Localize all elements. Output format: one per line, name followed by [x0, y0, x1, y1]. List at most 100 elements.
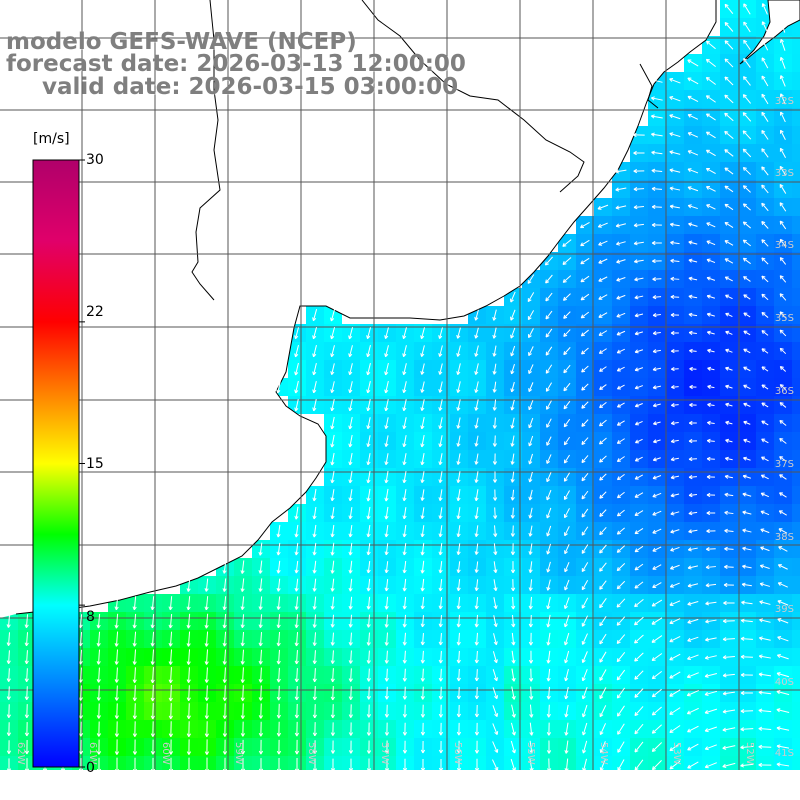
wind-arrow	[761, 75, 769, 87]
wind-arrow	[510, 453, 515, 465]
wind-arrow	[240, 631, 245, 647]
wind-arrow	[312, 704, 317, 719]
wind-arrow	[438, 560, 443, 574]
wind-arrow	[312, 578, 317, 592]
wind-arrow	[402, 363, 407, 376]
wind-arrow	[779, 93, 786, 105]
wind-arrow	[688, 493, 697, 498]
wind-arrow	[669, 77, 681, 84]
wind-arrow	[474, 561, 479, 573]
wind-arrow	[688, 420, 697, 426]
wind-arrow	[438, 722, 444, 736]
wind-arrow	[511, 668, 516, 682]
wind-arrow	[761, 184, 769, 194]
wind-arrow	[599, 669, 607, 681]
wind-arrow	[456, 758, 462, 772]
wind-arrow	[384, 399, 389, 412]
wind-speed-cell	[792, 612, 800, 630]
wind-arrow	[724, 94, 734, 104]
wind-arrow	[366, 362, 371, 376]
wind-arrow	[348, 381, 353, 394]
wind-arrow	[598, 330, 608, 336]
wind-speed-cell	[792, 432, 800, 450]
wind-speed-cell	[630, 756, 648, 770]
wind-arrow	[652, 403, 661, 408]
wind-arrow	[330, 722, 336, 736]
wind-arrow	[204, 757, 210, 773]
wind-arrow	[599, 580, 607, 590]
wind-arrow	[330, 326, 336, 340]
wind-arrow	[688, 474, 697, 480]
wind-arrow	[546, 543, 552, 555]
wind-arrow	[528, 453, 534, 465]
wind-arrow	[761, 21, 768, 33]
wind-arrow	[743, 420, 751, 425]
wind-arrow	[651, 96, 663, 101]
wind-arrow	[724, 240, 734, 246]
wind-arrow	[670, 312, 680, 318]
wind-arrow	[348, 345, 353, 358]
wind-arrow	[616, 598, 626, 608]
wind-arrow	[420, 434, 425, 448]
wind-arrow	[686, 690, 699, 697]
wind-arrow	[438, 399, 443, 411]
wind-arrow	[258, 542, 263, 556]
wind-speed-cell	[774, 756, 792, 770]
wind-arrow	[348, 524, 353, 538]
wind-arrow	[366, 740, 372, 754]
wind-arrow	[761, 257, 769, 265]
wind-arrow	[402, 596, 407, 610]
wind-arrow	[545, 292, 553, 302]
wind-arrow	[651, 653, 663, 662]
wind-speed-cell	[792, 306, 800, 324]
wind-arrow	[688, 240, 698, 245]
wind-arrow	[222, 631, 227, 647]
wind-arrow	[438, 686, 443, 700]
wind-arrow	[761, 348, 769, 354]
wind-arrow	[743, 456, 751, 461]
wind-arrow	[689, 348, 697, 354]
wind-arrow	[670, 439, 679, 444]
wind-arrow	[722, 673, 735, 678]
wind-arrow	[474, 327, 479, 339]
wind-arrow	[96, 739, 102, 755]
wind-arrow	[420, 327, 425, 340]
wind-arrow	[653, 421, 661, 426]
wind-arrow	[779, 275, 787, 283]
wind-speed-cell	[792, 72, 800, 90]
longitude-label: 57W	[379, 742, 390, 765]
wind-arrow	[384, 704, 389, 718]
wind-arrow	[724, 492, 734, 497]
wind-arrow	[779, 311, 787, 319]
wind-arrow	[707, 420, 715, 425]
wind-arrow	[492, 327, 497, 339]
wind-arrow	[634, 670, 644, 680]
valid-date: valid date: 2026-03-15 03:00:00	[42, 74, 459, 100]
wind-arrow	[778, 528, 788, 534]
wind-arrow	[546, 668, 551, 682]
wind-arrow	[474, 489, 479, 502]
wind-arrow	[761, 366, 769, 372]
wind-arrow	[724, 185, 734, 193]
wind-arrow	[258, 632, 263, 647]
wind-arrow	[688, 330, 697, 335]
wind-arrow	[348, 614, 353, 628]
wind-arrow	[96, 685, 101, 701]
wind-arrow	[546, 632, 551, 646]
wind-arrow	[348, 507, 353, 520]
wind-arrow	[546, 579, 551, 591]
wind-arrow	[222, 685, 227, 701]
colorbar-unit-label: [m/s]	[33, 131, 70, 147]
wind-arrow	[312, 542, 317, 556]
wind-arrow	[312, 668, 317, 683]
forecast-date: forecast date: 2026-03-13 12:00:00	[6, 51, 466, 77]
wind-arrow	[670, 348, 679, 354]
wind-arrow	[564, 758, 569, 772]
wind-arrow	[563, 364, 571, 374]
latitude-label: 39S	[775, 604, 794, 615]
wind-arrow	[580, 311, 590, 319]
wind-arrow	[474, 471, 479, 483]
wind-arrow	[420, 525, 425, 538]
wind-arrow	[743, 3, 751, 15]
